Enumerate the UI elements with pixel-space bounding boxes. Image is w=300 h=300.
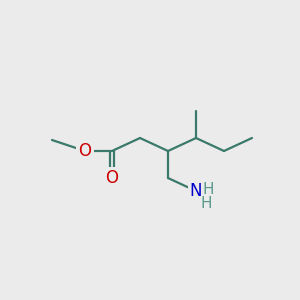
Text: H: H [202,182,214,196]
Text: O: O [79,142,92,160]
Text: O: O [106,169,118,187]
Text: H: H [200,196,212,211]
Text: N: N [190,182,202,200]
